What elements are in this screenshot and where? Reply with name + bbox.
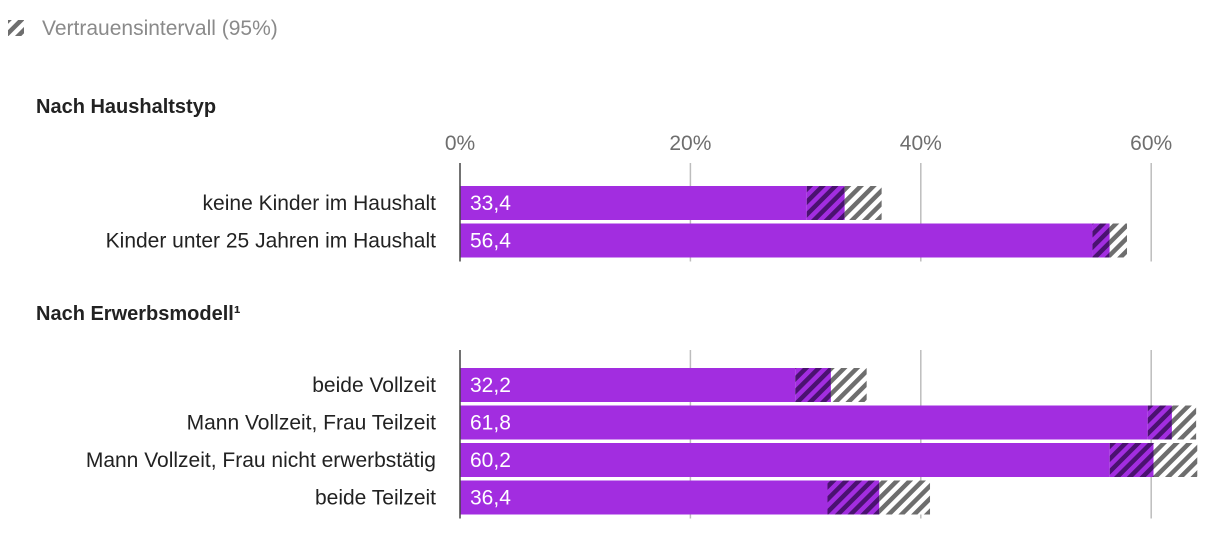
bar bbox=[460, 480, 828, 515]
category-label: Mann Vollzeit, Frau Teilzeit bbox=[187, 412, 437, 435]
value-label: 61,8 bbox=[470, 412, 511, 435]
group-title: Nach Haushaltstyp bbox=[36, 96, 216, 118]
legend: Vertrauensintervall (95%) bbox=[8, 17, 278, 40]
value-label: 32,2 bbox=[470, 374, 511, 397]
ci-upper-hatch bbox=[879, 480, 931, 515]
ci-upper-hatch bbox=[830, 368, 867, 402]
bar bbox=[460, 443, 1110, 477]
value-label: 60,2 bbox=[470, 449, 511, 472]
ci-lower-hatch bbox=[1147, 405, 1172, 440]
group-title: Nach Erwerbsmodell¹ bbox=[36, 303, 241, 325]
category-label: keine Kinder im Haushalt bbox=[203, 192, 437, 215]
bar-group: Nach Erwerbsmodell¹ beide Vollzeit 32,2 Man… bbox=[36, 303, 1198, 519]
ci-lower-hatch bbox=[806, 186, 845, 220]
bar bbox=[460, 186, 807, 220]
ci-lower-hatch bbox=[1092, 223, 1110, 258]
value-label: 56,4 bbox=[470, 230, 511, 253]
legend-swatch-icon bbox=[8, 20, 24, 36]
ci-upper-hatch bbox=[1171, 405, 1197, 440]
tick-label: 60% bbox=[1130, 132, 1172, 155]
tick-label: 40% bbox=[900, 132, 942, 155]
ci-lower-hatch bbox=[1109, 443, 1154, 477]
legend-label: Vertrauensintervall (95%) bbox=[42, 17, 278, 40]
plot-area: Nach Haushaltstyp 0% 20% 40% 60% keine Kinder… bbox=[36, 96, 1198, 519]
category-label: beide Teilzeit bbox=[315, 487, 436, 510]
ci-upper-hatch bbox=[1109, 223, 1128, 258]
bar bbox=[460, 368, 796, 402]
value-label: 33,4 bbox=[470, 192, 511, 215]
tick-label: 20% bbox=[669, 132, 711, 155]
bar-group: Nach Haushaltstyp 0% 20% 40% 60% keine Kinder… bbox=[36, 96, 1172, 262]
ci-upper-hatch bbox=[844, 186, 882, 220]
ci-upper-hatch bbox=[1153, 443, 1198, 477]
category-label: beide Vollzeit bbox=[312, 374, 436, 397]
tick-label: 0% bbox=[445, 132, 475, 155]
bar bbox=[460, 223, 1093, 258]
category-label: Kinder unter 25 Jahren im Haushalt bbox=[106, 230, 437, 253]
ci-lower-hatch bbox=[827, 480, 880, 515]
value-label: 36,4 bbox=[470, 487, 511, 510]
bar bbox=[460, 405, 1148, 440]
category-label: Mann Vollzeit, Frau nicht erwerbstätig bbox=[86, 449, 436, 472]
ci-lower-hatch bbox=[795, 368, 831, 402]
